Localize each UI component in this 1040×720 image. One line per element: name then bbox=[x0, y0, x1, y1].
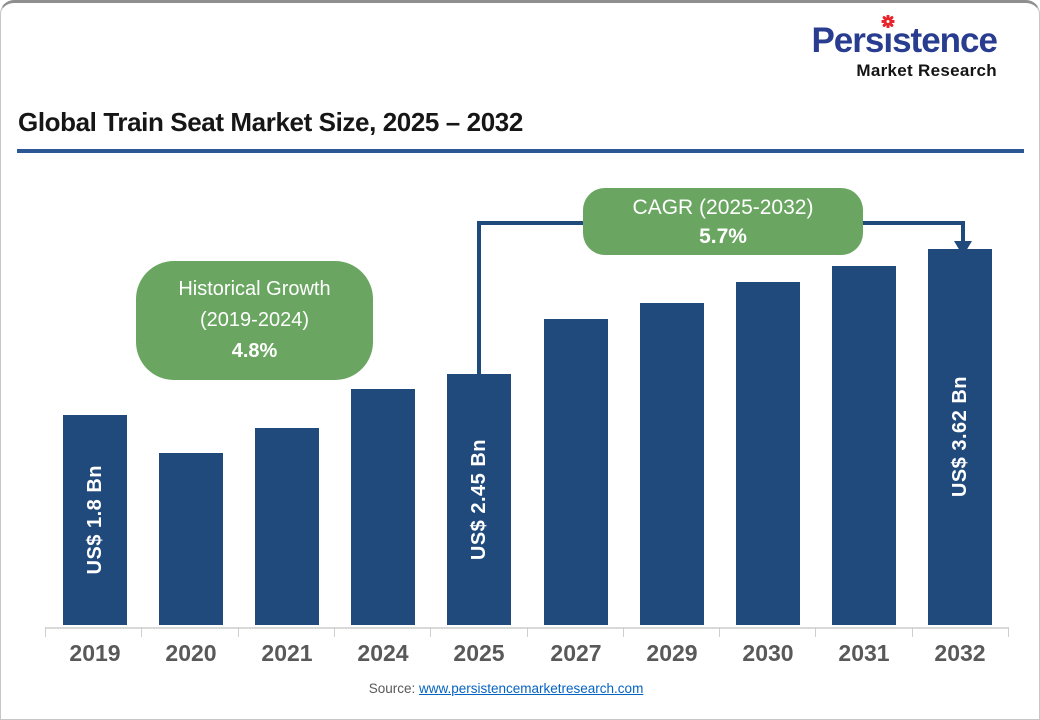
bar-2025: US$ 2.45 Bn bbox=[447, 374, 511, 625]
bar-2024 bbox=[351, 389, 415, 625]
x-axis-tick bbox=[334, 627, 335, 637]
x-axis-tick bbox=[912, 627, 913, 637]
bar-2031 bbox=[832, 266, 896, 625]
historical-growth-line2: (2019-2024) bbox=[200, 309, 309, 331]
x-axis-label-2019: 2019 bbox=[69, 640, 121, 666]
x-axis-tick bbox=[430, 627, 431, 637]
logo-star-icon bbox=[881, 15, 895, 28]
bar-chart: US$ 1.8 Bn 2019 2020 2021 2024 US$ 2.45 Bn 202… bbox=[1, 3, 1039, 719]
x-axis-line bbox=[45, 627, 1008, 629]
bar-2021 bbox=[255, 428, 319, 625]
x-axis-label-2030: 2030 bbox=[742, 640, 794, 666]
bar-2029 bbox=[640, 303, 704, 625]
bar-2032: US$ 3.62 Bn bbox=[928, 249, 992, 625]
x-axis-label-2029: 2029 bbox=[646, 640, 698, 666]
cagr-rate: 5.7% bbox=[699, 224, 747, 248]
historical-growth-line1: Historical Growth bbox=[178, 278, 331, 300]
source-label: Source: bbox=[368, 681, 416, 696]
bar-2019: US$ 1.8 Bn bbox=[63, 415, 127, 625]
x-axis-tick bbox=[45, 627, 46, 637]
bar-2027 bbox=[544, 319, 608, 625]
x-axis-label-2027: 2027 bbox=[550, 640, 602, 666]
cagr-line1: CAGR (2025-2032) bbox=[632, 195, 814, 219]
historical-growth-callout: Historical Growth (2019-2024) 4.8% bbox=[136, 261, 373, 380]
source-line: Source: www.persistencemarketresearch.co… bbox=[1, 681, 1011, 696]
bar-value-label-2032: US$ 3.62 Bn bbox=[948, 376, 971, 498]
bar-value-label-2025: US$ 2.45 Bn bbox=[467, 438, 490, 561]
x-axis-label-2024: 2024 bbox=[357, 640, 409, 666]
title-underline bbox=[17, 149, 1024, 153]
brand-name-i: ı bbox=[881, 15, 895, 60]
x-axis-tick bbox=[815, 627, 816, 637]
brand-name-pre: Pers bbox=[811, 21, 884, 60]
x-axis-tick bbox=[238, 627, 239, 637]
x-axis-label-2021: 2021 bbox=[261, 640, 313, 666]
page-title: Global Train Seat Market Size, 2025 – 20… bbox=[18, 107, 523, 137]
cagr-callout: CAGR (2025-2032) 5.7% bbox=[583, 188, 863, 255]
x-axis-tick bbox=[141, 627, 142, 637]
x-axis-label-2025: 2025 bbox=[453, 640, 505, 666]
x-axis-label-2031: 2031 bbox=[838, 640, 890, 666]
x-axis-tick bbox=[527, 627, 528, 637]
brand-logo: Persı stence Market Research bbox=[811, 15, 998, 81]
x-axis-tick bbox=[623, 627, 624, 637]
x-axis-tick bbox=[1008, 627, 1009, 637]
source-link[interactable]: www.persistencemarketresearch.com bbox=[418, 681, 644, 696]
x-axis-label-2032: 2032 bbox=[934, 640, 986, 666]
brand-subtitle: Market Research bbox=[856, 60, 997, 80]
x-axis-tick bbox=[719, 627, 720, 637]
brand-name: Persı stence bbox=[811, 15, 998, 60]
bar-2020 bbox=[159, 453, 223, 625]
historical-growth-rate: 4.8% bbox=[231, 340, 278, 362]
x-axis-label-2020: 2020 bbox=[165, 640, 217, 666]
brand-name-post: stence bbox=[892, 21, 998, 60]
bar-2030 bbox=[736, 282, 800, 625]
bar-value-label-2019: US$ 1.8 Bn bbox=[83, 465, 106, 575]
